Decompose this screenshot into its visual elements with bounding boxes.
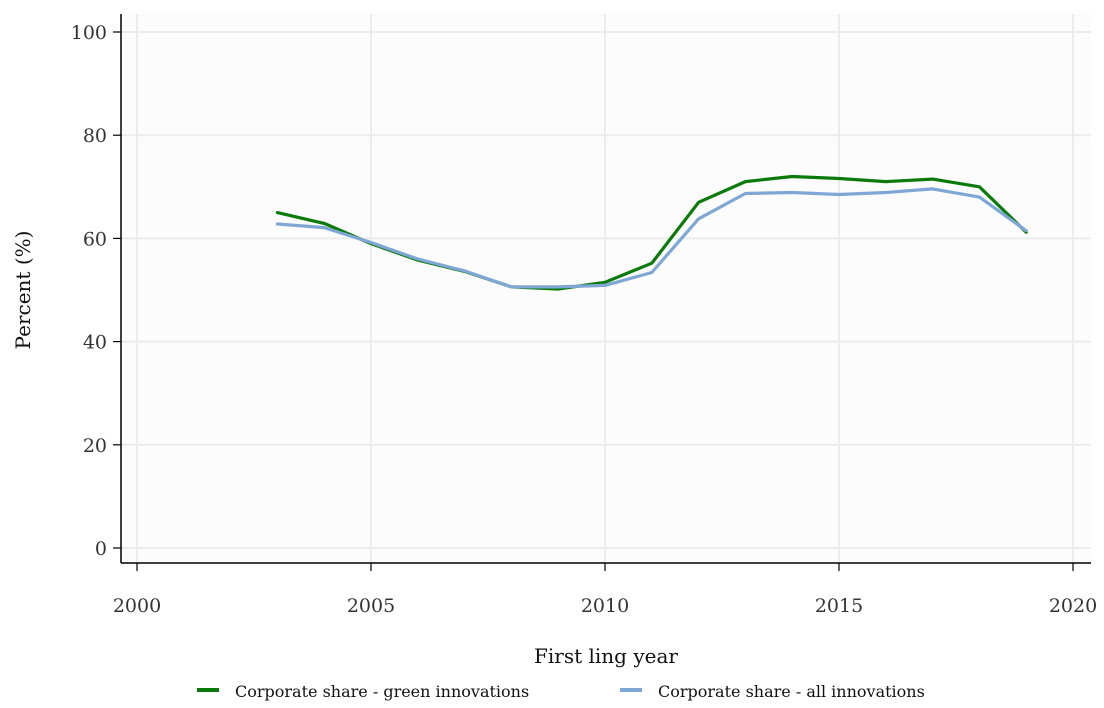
x-tick-label: 2005 — [347, 595, 395, 617]
series-line-1 — [275, 187, 1028, 289]
y-tick-label: 40 — [83, 332, 107, 354]
y-tick-label: 0 — [95, 538, 107, 560]
x-axis-title: First ling year — [534, 644, 678, 668]
y-tick-label: 20 — [83, 435, 107, 457]
x-tick-label: 2015 — [815, 595, 863, 617]
grid-lines — [121, 14, 1091, 563]
x-tick-label: 2000 — [113, 595, 161, 617]
y-tick-label: 100 — [71, 22, 107, 44]
legend-label-0: Corporate share - green innovations — [235, 682, 529, 701]
series-lines — [275, 174, 1028, 291]
x-tick-label: 2020 — [1049, 595, 1097, 617]
legend: Corporate share - green innovations Corpo… — [197, 682, 925, 701]
x-tick-label: 2010 — [581, 595, 629, 617]
axes — [120, 14, 1091, 564]
y-tick-label: 80 — [83, 125, 107, 147]
y-tick-label: 60 — [83, 228, 107, 250]
legend-label-1: Corporate share - all innovations — [658, 682, 925, 701]
y-axis-title: Percent (%) — [11, 231, 35, 350]
tick-marks — [113, 31, 1074, 571]
